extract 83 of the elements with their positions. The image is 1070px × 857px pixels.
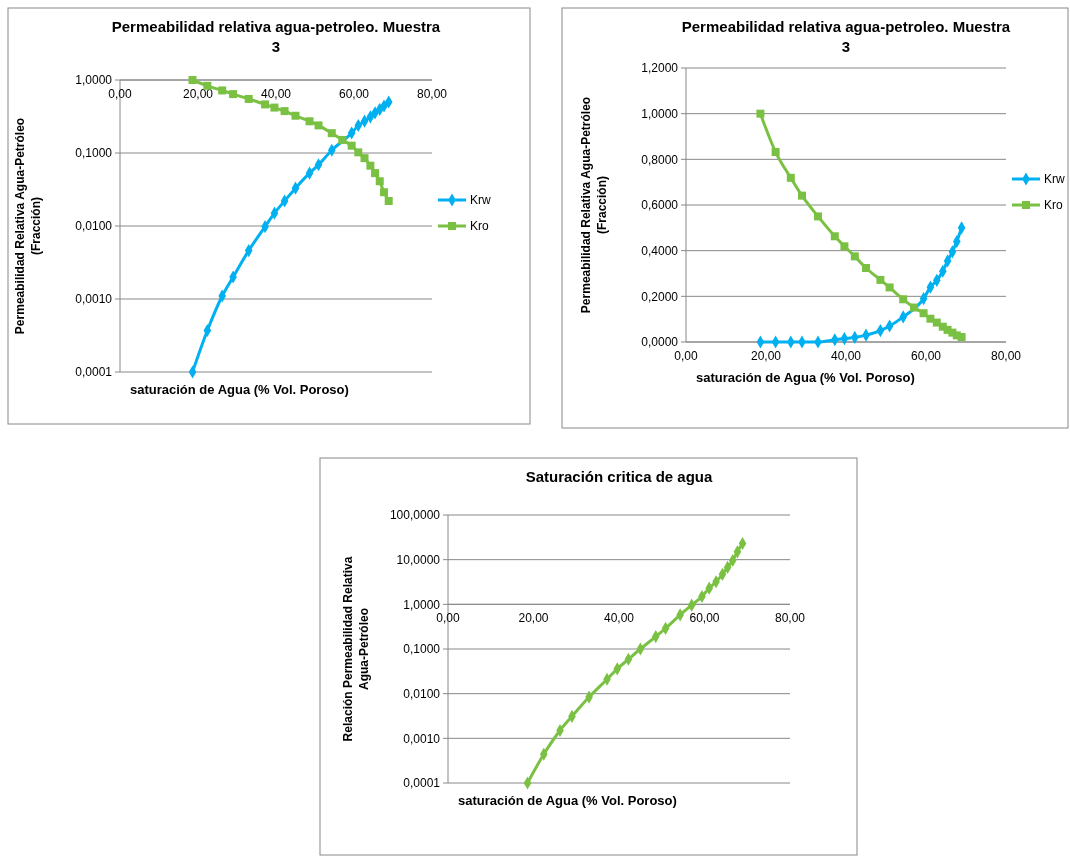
point <box>830 232 839 241</box>
point <box>375 177 384 186</box>
point <box>926 314 935 323</box>
chart-title: Permeabilidad relativa agua-petroleo. Muestra 3 <box>681 18 1011 55</box>
x-tick-label: 0,00 <box>108 87 132 101</box>
y-tick-label: 1,0000 <box>403 597 441 612</box>
x-tick-label: 40,00 <box>603 611 635 626</box>
point <box>756 109 765 118</box>
x-tick-label: 40,00 <box>830 349 862 363</box>
y-tick-label: 0,0100 <box>403 686 441 701</box>
point <box>910 303 918 312</box>
y-tick-label: 0,8000 <box>641 152 679 167</box>
x-tick-label: 20,00 <box>750 349 782 363</box>
y-tick-label: 0,6000 <box>641 198 679 213</box>
x-tick-label: 0,00 <box>436 611 460 626</box>
point <box>305 117 314 126</box>
point <box>327 129 336 138</box>
point <box>814 212 822 221</box>
point <box>314 121 323 130</box>
y-axis-title: Relación Permeabilidad Relativa Agua-Petróleo <box>341 556 371 742</box>
point <box>899 295 908 304</box>
legend-label: Krw <box>470 193 491 208</box>
y-tick-label: 1,0000 <box>641 106 679 121</box>
point <box>862 264 870 273</box>
point <box>270 103 279 112</box>
point <box>188 76 197 84</box>
point <box>366 161 375 170</box>
x-tick-label: 0,00 <box>674 349 698 363</box>
point <box>885 283 894 292</box>
y-tick-label: 0,0000 <box>641 335 679 350</box>
y-tick-label: 0,0010 <box>403 731 441 746</box>
x-tick-label: 20,00 <box>518 611 549 626</box>
x-tick-label: 20,00 <box>182 87 214 101</box>
y-tick-label: 0,0001 <box>403 776 441 791</box>
point <box>261 100 270 109</box>
point <box>291 111 300 120</box>
x-tick-label: 80,00 <box>416 87 448 101</box>
x-axis-title: saturación de Agua (% Vol. Poroso) <box>130 382 349 397</box>
y-tick-label: 0,2000 <box>641 289 679 304</box>
point <box>354 148 363 157</box>
point <box>840 242 849 251</box>
point <box>218 86 227 95</box>
y-axis-title: Permeabilidad Relativa Agua-Petróleo (Fracción) <box>579 96 609 314</box>
x-axis-title: saturación de Agua (% Vol. Poroso) <box>458 793 677 808</box>
y-tick-label: 1,0000 <box>75 73 113 88</box>
point <box>280 107 289 116</box>
chart-title: Saturación critica de agua <box>525 468 714 485</box>
point <box>919 309 928 318</box>
point <box>798 191 806 200</box>
point <box>347 141 356 150</box>
point <box>957 332 966 341</box>
y-tick-label: 1,2000 <box>641 61 679 76</box>
point <box>850 252 859 261</box>
y-tick-label: 0,0100 <box>75 219 113 234</box>
y-tick-label: 0,1000 <box>75 146 113 161</box>
point <box>244 94 253 103</box>
x-tick-label: 60,00 <box>910 349 942 363</box>
x-tick-label: 60,00 <box>338 87 370 101</box>
y-tick-label: 10,0000 <box>396 552 441 567</box>
point <box>876 275 885 284</box>
point <box>338 135 347 144</box>
point <box>771 148 780 157</box>
x-axis-title: saturación de Agua (% Vol. Poroso) <box>696 370 915 385</box>
x-tick-label: 40,00 <box>260 87 292 101</box>
legend-label: Kro <box>1044 198 1063 213</box>
x-tick-label: 80,00 <box>774 611 806 626</box>
point <box>380 188 389 197</box>
y-tick-label: 0,4000 <box>641 243 679 258</box>
legend-label: Krw <box>1044 172 1065 187</box>
y-tick-label: 0,1000 <box>403 642 441 657</box>
y-tick-label: 100,0000 <box>389 508 441 523</box>
x-tick-label: 80,00 <box>990 349 1022 363</box>
y-axis-title: Permeabilidad Relativa Agua-Petróleo (Fracción) <box>13 117 43 335</box>
point <box>786 173 795 182</box>
point <box>371 169 380 178</box>
point <box>229 90 238 99</box>
legend-label: Kro <box>470 219 489 234</box>
y-tick-label: 0,0001 <box>75 365 113 380</box>
point <box>360 154 369 163</box>
point <box>384 197 393 205</box>
chart-title: Permeabilidad relativa agua-petroleo. Muestra 3 <box>111 18 441 55</box>
x-tick-label: 60,00 <box>689 611 720 626</box>
y-tick-label: 0,0010 <box>75 292 113 307</box>
